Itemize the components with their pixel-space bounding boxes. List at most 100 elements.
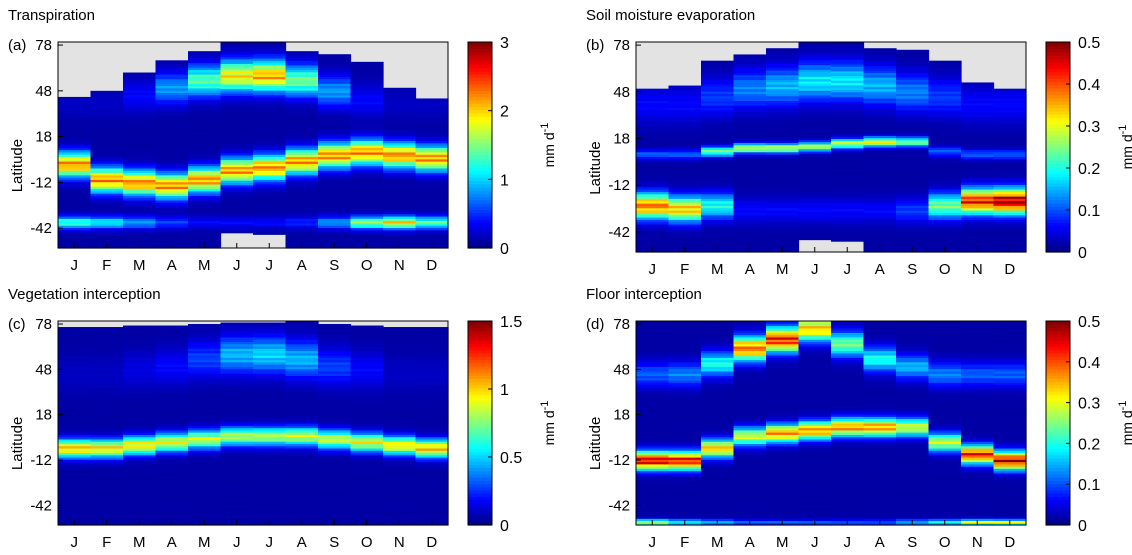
heatmap-cell <box>831 196 865 200</box>
heatmap-cell <box>90 147 124 151</box>
heatmap-cell <box>733 214 767 218</box>
heatmap-cell <box>733 130 767 134</box>
heatmap-cell <box>383 101 417 105</box>
heatmap-cell <box>415 199 449 203</box>
heatmap-cell <box>123 509 157 512</box>
heatmap-cell <box>993 147 1027 150</box>
heatmap-cell <box>188 459 222 463</box>
heatmap-cell <box>220 83 254 87</box>
heatmap-cell <box>798 157 832 161</box>
heatmap-cell <box>415 366 449 370</box>
heatmap-cell <box>123 375 157 379</box>
heatmap-cell <box>798 427 832 431</box>
colorbar-swatch <box>468 54 492 59</box>
heatmap-cell <box>733 452 767 456</box>
heatmap-cell <box>668 198 702 202</box>
heatmap-cell <box>318 518 352 522</box>
heatmap-cell <box>863 343 897 347</box>
heatmap-cell <box>831 429 865 433</box>
heatmap-cell <box>896 409 930 413</box>
heatmap-cell <box>668 149 702 153</box>
heatmap-cell <box>90 463 124 467</box>
heatmap-cell <box>415 441 449 444</box>
heatmap-cell <box>318 393 352 397</box>
heatmap-cell <box>383 370 417 374</box>
heatmap-cell <box>961 411 995 415</box>
heatmap-cell <box>863 84 897 87</box>
heatmap-cell <box>863 518 897 522</box>
colorbar-swatch <box>1046 451 1070 456</box>
heatmap-cell <box>383 99 417 103</box>
heatmap-cell <box>90 206 124 210</box>
heatmap-cell <box>383 199 417 203</box>
heatmap-cell <box>253 457 287 460</box>
x-tick-label: J <box>266 257 274 274</box>
heatmap-cell <box>383 506 417 510</box>
heatmap-cell <box>766 193 800 197</box>
heatmap-cell <box>636 205 670 209</box>
heatmap-cell <box>636 504 670 508</box>
heatmap-cell <box>733 102 767 106</box>
colorbar-swatch <box>468 410 492 415</box>
heatmap-cell <box>415 229 449 233</box>
heatmap-cell <box>831 339 865 342</box>
heatmap-cell <box>993 200 1027 204</box>
heatmap-cell <box>798 377 832 381</box>
heatmap-cell <box>318 357 352 361</box>
heatmap-cell <box>668 443 702 447</box>
heatmap-cell <box>928 348 962 352</box>
heatmap-cell <box>928 179 962 183</box>
heatmap-cell <box>993 500 1027 503</box>
heatmap-cell <box>668 91 702 94</box>
heatmap-cell <box>798 488 832 492</box>
heatmap-cell <box>993 170 1027 174</box>
heatmap-cell <box>383 165 417 169</box>
y-tick-label: -42 <box>608 497 630 514</box>
heatmap-cell <box>636 327 670 331</box>
heatmap-cell <box>701 93 735 97</box>
heatmap-cell <box>253 518 287 522</box>
heatmap-cell <box>831 192 865 196</box>
heatmap-cell <box>733 470 767 474</box>
heatmap-cell <box>318 234 352 238</box>
heatmap-cell <box>863 377 897 381</box>
heatmap-cell <box>961 420 995 424</box>
heatmap-cell <box>285 53 319 57</box>
colorbar-swatch <box>468 206 492 210</box>
colorbar-swatch <box>1046 64 1070 69</box>
heatmap-cell <box>863 105 897 108</box>
heatmap-cell <box>831 468 865 472</box>
heatmap-cell <box>766 67 800 71</box>
heatmap-cell <box>831 157 865 161</box>
heatmap-cell <box>636 235 670 239</box>
heatmap-cell <box>733 382 767 386</box>
heatmap-cell <box>90 135 124 139</box>
heatmap-cell <box>188 441 222 444</box>
heatmap-cell <box>831 84 865 88</box>
heatmap-cell <box>701 493 735 497</box>
heatmap-cell <box>318 491 352 494</box>
heatmap-cell <box>123 370 157 374</box>
heatmap-cell <box>961 200 995 204</box>
colorbar-swatch <box>1046 74 1070 79</box>
heatmap-cell <box>798 341 832 345</box>
heatmap-cell <box>668 112 702 115</box>
heatmap-cell <box>155 80 189 84</box>
heatmap-cell <box>90 339 124 342</box>
heatmap-cell <box>253 90 287 93</box>
heatmap-cell <box>155 427 189 431</box>
heatmap-cell <box>350 131 384 135</box>
heatmap-cell <box>701 341 735 345</box>
heatmap-cell <box>993 168 1027 171</box>
heatmap-cell <box>220 63 254 67</box>
heatmap-cell <box>220 56 254 60</box>
heatmap-cell <box>188 209 222 212</box>
heatmap-cell <box>285 204 319 208</box>
heatmap-cell <box>668 393 702 397</box>
heatmap-cell <box>383 481 417 485</box>
heatmap-cell <box>733 481 767 485</box>
heatmap-cell <box>350 416 384 420</box>
heatmap-cell <box>350 398 384 401</box>
heatmap-column-4 <box>766 321 800 526</box>
heatmap-cell <box>318 447 352 451</box>
